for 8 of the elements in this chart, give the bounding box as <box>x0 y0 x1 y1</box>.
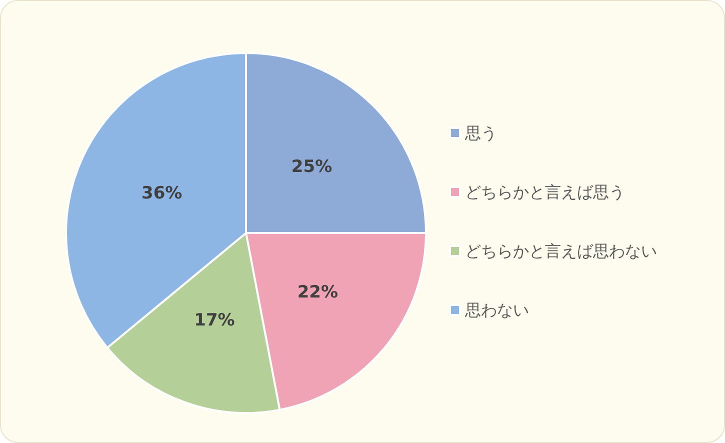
data-label: 36% <box>142 183 182 204</box>
legend-label: どちらかと言えば思わない <box>465 242 657 260</box>
legend-label: 思わない <box>464 300 529 320</box>
data-label: 22% <box>297 282 338 302</box>
data-label: 17% <box>194 310 235 330</box>
legend-label: どちらかと言えば思う <box>465 182 625 202</box>
legend-label: 思う <box>464 124 497 142</box>
data-label: 25% <box>291 157 332 178</box>
